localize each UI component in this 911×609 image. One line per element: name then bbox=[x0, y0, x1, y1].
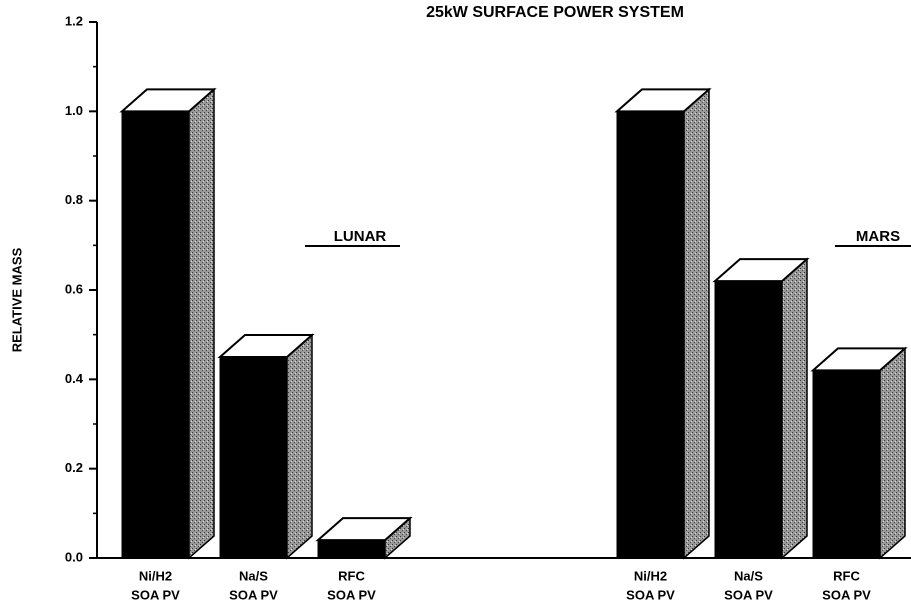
bar-top bbox=[217, 334, 315, 358]
bar bbox=[714, 280, 783, 559]
x-tick-label: Na/S bbox=[239, 568, 268, 583]
y-tick-label: 1.2 bbox=[65, 13, 83, 28]
bar-side bbox=[188, 87, 215, 560]
y-tick-label: 0.6 bbox=[65, 281, 83, 296]
group-label: MARS bbox=[856, 228, 900, 245]
y-axis-label: RELATIVE MASS bbox=[9, 247, 24, 352]
x-tick-label: Ni/H2 bbox=[139, 568, 172, 583]
bar-top bbox=[614, 88, 712, 113]
bar bbox=[121, 110, 190, 559]
bar bbox=[616, 110, 685, 559]
y-tick-label: 0.8 bbox=[65, 192, 83, 207]
x-tick-label: SOA PV bbox=[724, 587, 773, 602]
y-tick-label: 0.2 bbox=[65, 460, 83, 475]
bar-top bbox=[119, 88, 217, 113]
y-tick-label: 1.0 bbox=[65, 103, 83, 118]
chart-title: 25kW SURFACE POWER SYSTEM bbox=[426, 4, 684, 21]
x-tick-label: SOA PV bbox=[229, 587, 278, 602]
bar-side bbox=[879, 346, 906, 560]
x-tick-label: SOA PV bbox=[327, 587, 376, 602]
y-tick-label: 0.4 bbox=[65, 371, 84, 386]
bar-side bbox=[286, 333, 313, 560]
x-tick-label: RFC bbox=[833, 568, 860, 583]
bar-side bbox=[781, 257, 808, 560]
group-label: LUNAR bbox=[334, 228, 387, 245]
bar-side bbox=[683, 87, 710, 560]
bar bbox=[317, 539, 386, 559]
bar-top bbox=[810, 347, 908, 372]
x-tick-label: SOA PV bbox=[822, 587, 871, 602]
x-tick-label: SOA PV bbox=[626, 587, 675, 602]
x-tick-label: SOA PV bbox=[131, 587, 180, 602]
x-tick-label: Na/S bbox=[734, 568, 763, 583]
y-tick-label: 0.0 bbox=[65, 549, 83, 564]
bar bbox=[219, 356, 288, 559]
bar-top bbox=[315, 517, 413, 542]
x-tick-label: Ni/H2 bbox=[634, 568, 667, 583]
x-tick-label: RFC bbox=[338, 568, 365, 583]
bar-top bbox=[712, 258, 810, 283]
bar bbox=[812, 369, 881, 559]
